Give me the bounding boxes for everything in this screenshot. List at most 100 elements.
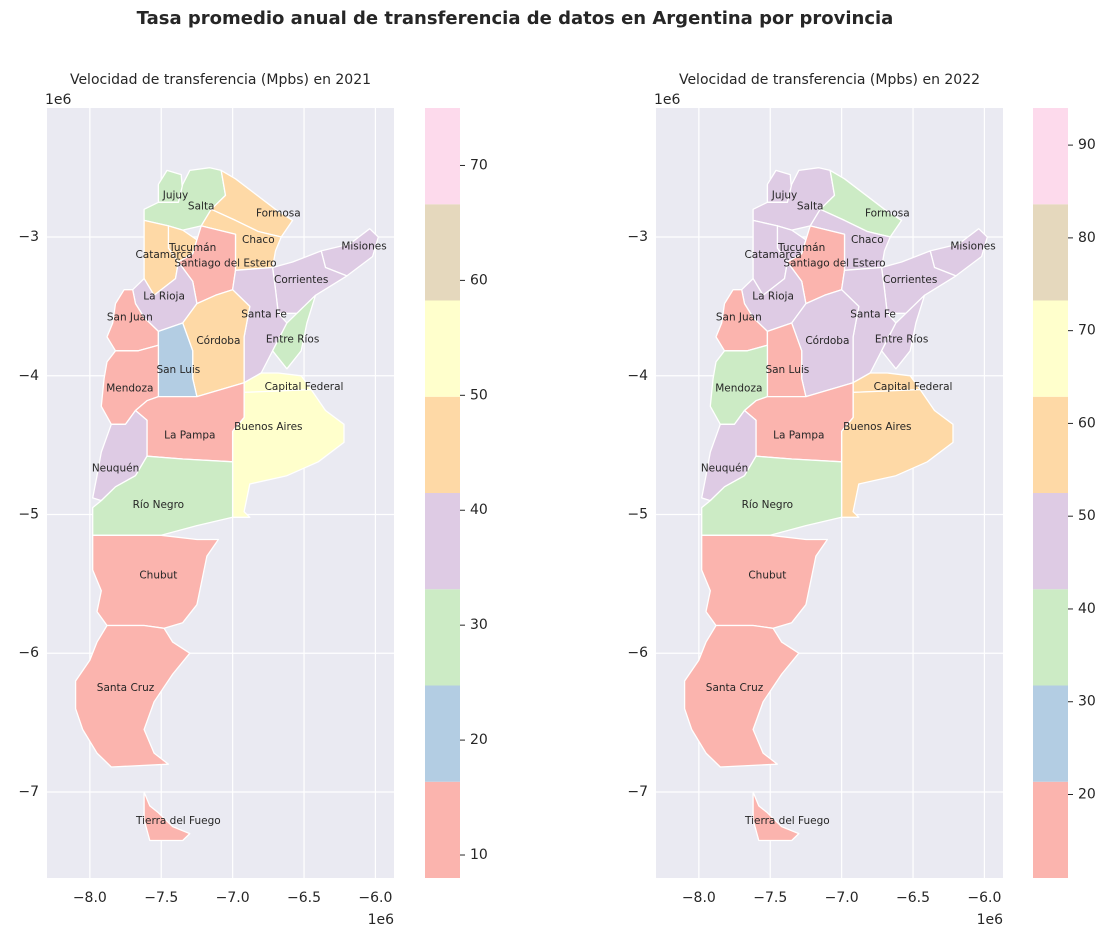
colorbar-tick-label: 10 bbox=[470, 847, 488, 863]
colorbar-tick-label: 60 bbox=[1078, 415, 1096, 431]
region-label: Formosa bbox=[256, 207, 301, 219]
region-label: San Juan bbox=[107, 311, 153, 323]
colorbar-bin bbox=[425, 396, 460, 493]
region-label: Córdoba bbox=[196, 335, 240, 347]
region-tierra-del-fuego bbox=[143, 791, 191, 842]
region-label: Neuquén bbox=[701, 463, 748, 475]
region-label: Chubut bbox=[748, 570, 786, 582]
region-label: Santa Fe bbox=[241, 309, 287, 321]
colorbar-bin bbox=[1033, 781, 1068, 878]
colorbar-bin bbox=[1033, 396, 1068, 493]
region-label: Salta bbox=[797, 201, 824, 213]
region-label: Santa Cruz bbox=[706, 682, 764, 694]
x-offset-label: 1e6 bbox=[977, 912, 1004, 928]
region-label: Misiones bbox=[950, 241, 995, 253]
colorbar-tick-label: 50 bbox=[470, 387, 488, 403]
colorbar-tick-label: 90 bbox=[1078, 137, 1096, 153]
colorbar-bin bbox=[425, 300, 460, 397]
region-label: Neuquén bbox=[92, 463, 139, 475]
colorbar-tick-label: 50 bbox=[1078, 508, 1096, 524]
y-tick-label: −4 bbox=[18, 368, 39, 384]
region-label: Formosa bbox=[865, 207, 910, 219]
x-tick-label: −6.5 bbox=[896, 890, 930, 906]
region-chubut bbox=[701, 534, 829, 629]
x-tick-label: −6.0 bbox=[358, 890, 392, 906]
region-label: Chaco bbox=[851, 234, 884, 246]
x-tick-label: −6.5 bbox=[287, 890, 321, 906]
y-tick-label: −4 bbox=[627, 368, 648, 384]
region-label: Entre Ríos bbox=[266, 334, 319, 346]
colorbar-bin bbox=[1033, 300, 1068, 397]
y-offset-label: 1e6 bbox=[45, 92, 72, 108]
region-label: Catamarca bbox=[744, 249, 801, 261]
region-label: Salta bbox=[188, 201, 215, 213]
colorbar-tick-label: 30 bbox=[470, 617, 488, 633]
panel-title: Velocidad de transferencia (Mpbs) en 202… bbox=[70, 72, 371, 88]
colorbar-bin bbox=[1033, 108, 1068, 205]
region-label: Corrientes bbox=[883, 274, 937, 286]
region-label: Buenos Aires bbox=[234, 421, 302, 433]
colorbar-tick-label: 70 bbox=[470, 157, 488, 173]
x-tick-label: −7.5 bbox=[144, 890, 178, 906]
y-tick-label: −3 bbox=[627, 229, 648, 245]
region-label: Santiago del Estero bbox=[174, 257, 276, 269]
region-label: Santa Cruz bbox=[97, 682, 155, 694]
colorbar-bin bbox=[425, 781, 460, 878]
region-label: San Luis bbox=[765, 364, 809, 376]
region-label: Chaco bbox=[242, 234, 275, 246]
region-tierra-del-fuego bbox=[752, 791, 800, 842]
figure-title: Tasa promedio anual de transferencia de … bbox=[136, 8, 894, 29]
x-tick-label: −7.0 bbox=[825, 890, 859, 906]
colorbar-tick-label: 60 bbox=[470, 272, 488, 288]
region-label: San Juan bbox=[716, 311, 762, 323]
region-label: Capital Federal bbox=[874, 381, 953, 393]
region-entre-rios bbox=[880, 294, 926, 370]
y-tick-label: −3 bbox=[18, 229, 39, 245]
region-label: La Pampa bbox=[773, 429, 824, 441]
colorbar-bin bbox=[425, 493, 460, 590]
region-label: Río Negro bbox=[742, 499, 793, 511]
region-chubut bbox=[92, 534, 220, 629]
y-tick-label: −5 bbox=[18, 507, 39, 523]
colorbar-bin bbox=[425, 108, 460, 205]
region-label: Río Negro bbox=[133, 499, 184, 511]
x-offset-label: 1e6 bbox=[368, 912, 395, 928]
region-label: Chubut bbox=[139, 570, 177, 582]
region-label: Tucumán bbox=[168, 242, 216, 254]
region-label: Jujuy bbox=[771, 189, 798, 201]
region-label: Jujuy bbox=[162, 189, 189, 201]
colorbar-bin bbox=[425, 685, 460, 782]
panel-title: Velocidad de transferencia (Mpbs) en 202… bbox=[679, 72, 980, 88]
region-label: Tucumán bbox=[777, 242, 825, 254]
colorbar-bin bbox=[1033, 589, 1068, 686]
colorbar-bin bbox=[1033, 685, 1068, 782]
region-entre-rios bbox=[271, 294, 317, 370]
region-label: La Rioja bbox=[143, 291, 185, 303]
map-panel-1: −8.0 −7.5 −7.0 −6.5 −6.0 −3 −4 −5 −6 −7 1e6 1e6 Velo… bbox=[18, 72, 487, 928]
colorbar-bin bbox=[1033, 204, 1068, 301]
region-label: Mendoza bbox=[715, 382, 762, 394]
colorbar-tick-label: 40 bbox=[470, 502, 488, 518]
region-label: Tierra del Fuego bbox=[744, 815, 830, 827]
y-tick-label: −6 bbox=[18, 645, 39, 661]
colorbar-tick-label: 20 bbox=[470, 732, 488, 748]
y-offset-label: 1e6 bbox=[654, 92, 681, 108]
region-label: San Luis bbox=[156, 364, 200, 376]
x-tick-label: −7.5 bbox=[753, 890, 787, 906]
colorbar-tick-label: 40 bbox=[1078, 601, 1096, 617]
y-tick-label: −5 bbox=[627, 507, 648, 523]
region-label: Santiago del Estero bbox=[783, 257, 885, 269]
colorbar-tick-label: 30 bbox=[1078, 694, 1096, 710]
colorbar-tick-label: 80 bbox=[1078, 230, 1096, 246]
region-label: Corrientes bbox=[274, 274, 328, 286]
region-label: Misiones bbox=[341, 241, 386, 253]
y-tick-label: −7 bbox=[18, 784, 39, 800]
region-label: Mendoza bbox=[106, 382, 153, 394]
colorbar-bin bbox=[425, 589, 460, 686]
x-tick-label: −7.0 bbox=[216, 890, 250, 906]
region-label: Tierra del Fuego bbox=[135, 815, 221, 827]
colorbar-bin bbox=[425, 204, 460, 301]
region-label: La Pampa bbox=[164, 429, 215, 441]
region-label: Entre Ríos bbox=[875, 334, 928, 346]
